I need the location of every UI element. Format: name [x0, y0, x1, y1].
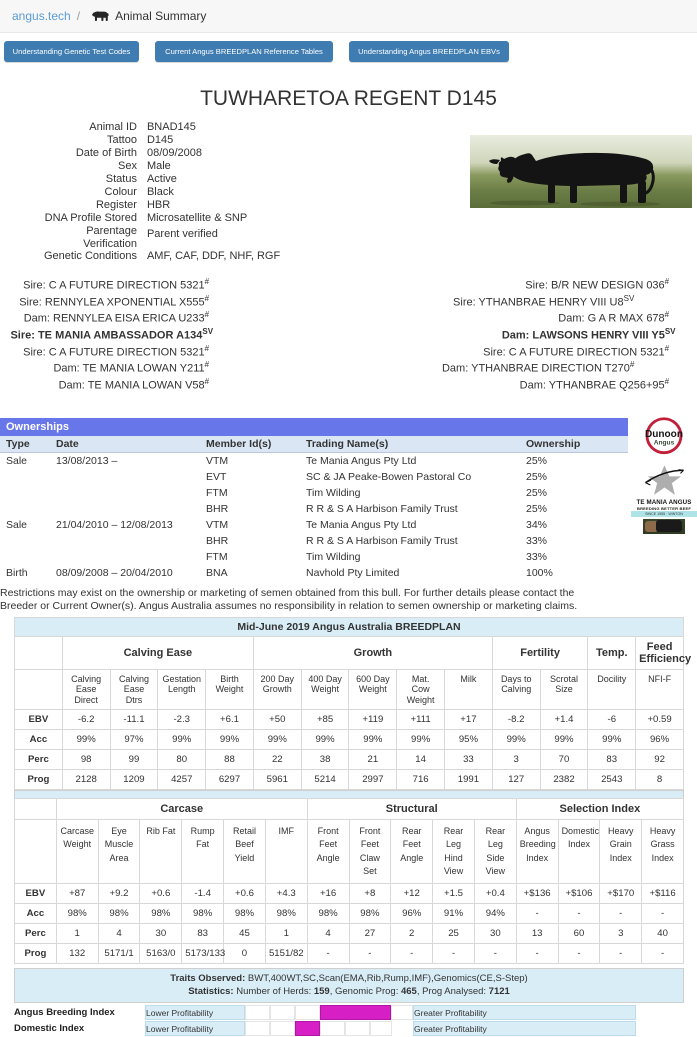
svg-text:Dunoon: Dunoon	[645, 429, 683, 440]
svg-text:Angus: Angus	[654, 439, 675, 446]
